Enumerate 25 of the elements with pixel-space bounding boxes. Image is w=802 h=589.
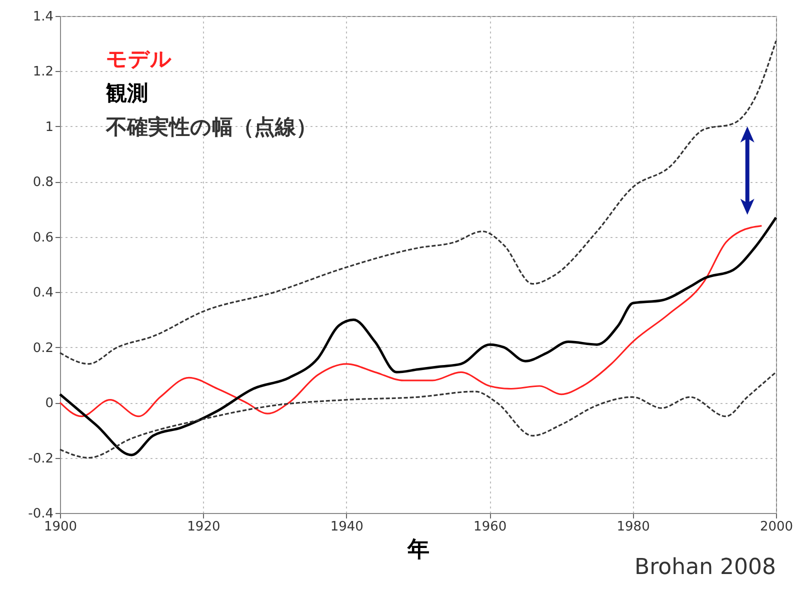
y-tick-label: 0.8 bbox=[32, 175, 54, 190]
y-tick-label: 0.4 bbox=[32, 286, 54, 301]
text: 観測 bbox=[105, 81, 148, 105]
line-series bbox=[58, 216, 778, 456]
line-series bbox=[59, 225, 762, 418]
text: Brohan 2008 bbox=[634, 555, 776, 580]
y-tick-label: -0.4 bbox=[28, 506, 54, 522]
y-tick-label: 0 bbox=[45, 396, 54, 412]
y-tick-label: 1.2 bbox=[32, 64, 54, 80]
y-tick-label: 1.4 bbox=[32, 10, 54, 24]
x-tick-label: 1980 bbox=[616, 520, 650, 534]
text: 不確実性の幅（点線） bbox=[105, 115, 317, 139]
x-tick-label: 1920 bbox=[187, 520, 220, 534]
x-tick-label: 1900 bbox=[44, 520, 78, 534]
y-tick-label: 0.6 bbox=[32, 230, 54, 246]
x-axis-title: 年 bbox=[406, 538, 430, 562]
x-tick-label: 1940 bbox=[330, 520, 364, 534]
y-tick-label: 0.2 bbox=[32, 340, 54, 356]
line-series bbox=[59, 40, 777, 365]
x-tick-label: 2000 bbox=[760, 520, 794, 534]
y-tick-label: -0.2 bbox=[28, 451, 54, 466]
y-tick-label: 1 bbox=[45, 120, 54, 135]
text: モデル bbox=[106, 47, 172, 71]
line-series bbox=[59, 371, 777, 459]
x-tick-label: 1960 bbox=[474, 520, 507, 534]
